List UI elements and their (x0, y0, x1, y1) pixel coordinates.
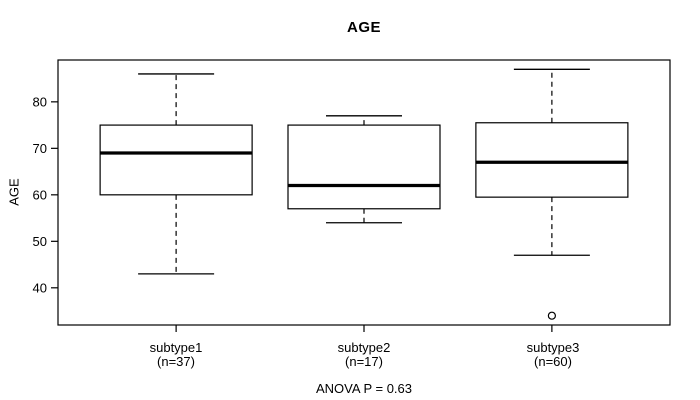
group-name: subtype3 (526, 340, 580, 355)
iqr-box (287, 124, 441, 210)
y-axis-tick-label: 80 (33, 94, 47, 109)
x-tick-label-subtype3: subtype3 (n=60) (468, 341, 638, 369)
iqr-box (475, 122, 629, 198)
outlier-point (547, 311, 556, 320)
group-count: (n=60) (534, 354, 572, 369)
x-tick-label-subtype2: subtype2 (n=17) (279, 341, 449, 369)
x-tick-label-subtype1: subtype1 (n=37) (91, 341, 261, 369)
y-axis-tick-label: 40 (33, 280, 47, 295)
iqr-box (99, 124, 253, 196)
y-axis-tick-label: 70 (33, 141, 47, 156)
y-axis-tick-label: 50 (33, 234, 47, 249)
chart-title: AGE (346, 19, 381, 36)
y-axis-tick-label: 60 (33, 187, 47, 202)
anova-annotation: ANOVA P = 0.63 (316, 381, 412, 396)
group-count: (n=17) (345, 354, 383, 369)
group-name: subtype2 (337, 340, 391, 355)
group-count: (n=37) (157, 354, 195, 369)
group-name: subtype1 (149, 340, 203, 355)
